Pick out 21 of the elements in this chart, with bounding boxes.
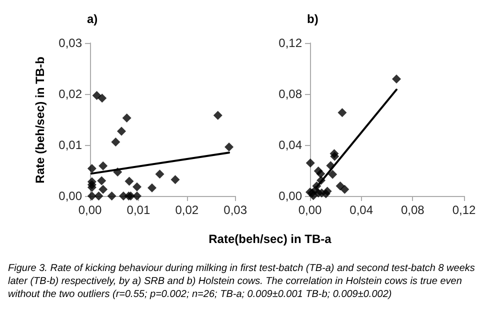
x-tick-label: 0,03 (224, 203, 248, 217)
x-tick-label: 0,08 (400, 203, 425, 217)
y-tick-label: 0,12 (278, 36, 302, 50)
y-axis-title: Rate (beh/sec) in TB-b (33, 56, 47, 184)
x-tick-label: 0,12 (452, 203, 476, 217)
y-tick-label: 0,03 (58, 36, 82, 50)
y-tick-label: 0,00 (278, 189, 302, 203)
y-tick-label: 0,01 (58, 138, 82, 152)
y-tick-label: 0,04 (278, 138, 302, 152)
x-tick-label: 0,00 (298, 203, 322, 217)
x-tick-label: 0,00 (78, 203, 102, 217)
y-tick-label: 0,08 (278, 87, 302, 101)
x-axis-title: Rate(beh/sec) in TB-a (208, 232, 332, 246)
chart-title: b) (307, 12, 318, 26)
y-tick-label: 0,02 (58, 87, 82, 101)
caption: Figure 3. Rate of kicking behaviour during milking in first test-batch (TB-a) and second test-batch 8 weeks later (TB-b) respectively, by a) SRB and b) Holstein cows. The correlation in Holstein cows is true even without the two outliers (r=0.55; p=0.002; n=26; TB-a; 0.009±0.001 TB-b; 0.009±0.002) (8, 262, 476, 301)
chart-title: a) (87, 12, 98, 26)
x-tick-label: 0,04 (350, 203, 374, 217)
x-tick-label: 0,01 (126, 203, 150, 217)
y-tick-label: 0,00 (58, 189, 82, 203)
x-tick-label: 0,02 (175, 203, 199, 217)
